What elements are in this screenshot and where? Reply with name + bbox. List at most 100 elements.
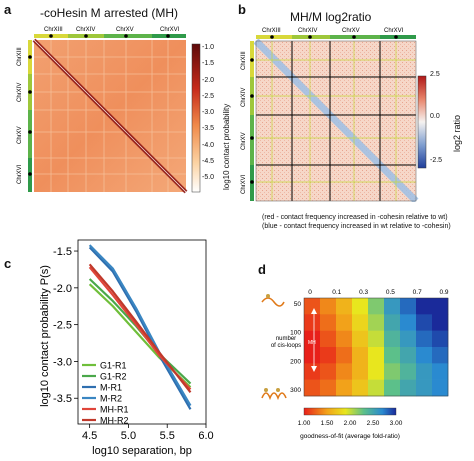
chr-label-a-2: ChrXIV [76,27,95,33]
colorbar-d-tick: 2.50 [367,420,380,427]
colorbar-d-tick: 1.50 [321,420,334,427]
colorbar-d-tick: 1.00 [298,420,311,427]
centromere-dot [28,130,32,134]
heatmap-cell [336,379,353,397]
heatmap-cell [320,379,337,397]
y-tick-label: -3.0 [53,356,72,368]
heatmap-cell [384,298,401,315]
centromere-dot [28,55,32,59]
colorbar-b-tick-bottom: -2.5 [430,157,443,164]
heatmap-cell [304,347,321,364]
chr-label-a-left-1: ChrXIII [17,47,23,66]
diagonal-blue [253,38,419,202]
y-tick-label: -2.5 [53,320,72,332]
series-line-mh-r2 [88,263,192,394]
panel-c-letter: c [4,256,12,271]
d-y-tick-label: 300 [290,387,301,394]
chr-label-b-left-1: ChrXIII [241,51,247,70]
heatmap-cell [336,298,353,315]
colorbar-b-label: log2 ratio [452,114,462,152]
x-axis-label: log10 separation, bp [92,445,192,457]
d-ylabel-line2: of cis-loops [271,343,301,349]
heatmap-cell [320,314,337,331]
series-line-m-r2 [88,244,192,407]
chr-label-a-left-3: ChrXV [17,126,23,144]
legend-label: M-R1 [100,383,122,393]
heatmap-cell [368,363,385,380]
chr-bar-xiii-top [256,35,292,39]
d-x-tick-label: 0 [308,289,312,296]
heatmap-cell [352,363,369,380]
d-x-tick-label: 0.1 [332,289,341,296]
heatmap-cell [320,363,337,380]
heatmap-cell [352,347,369,364]
loop-icon-top [266,294,270,298]
heatmap-cell [416,298,433,315]
heatmap-cell [384,379,401,397]
d-y-tick-label: 200 [290,358,301,365]
caption-red: (red - contact frequency increased in -c… [262,214,448,221]
heatmap-cell [400,330,417,348]
heatmap-cell [432,363,449,380]
d-ylabel-line1: number [276,336,296,342]
heatmap-cell [400,379,417,397]
chr-label-a-left-4: ChrXVI [17,164,23,184]
heatmap-cell [416,314,433,331]
centromere-dot [124,34,128,38]
panel-a-letter: a [4,2,12,17]
centromere-dot [49,34,53,38]
heatmap-cell [432,298,449,315]
chr-label-a-3: ChrXV [116,27,134,33]
heatmap-cell [400,347,417,364]
centromere-dot [308,35,312,39]
chr-label-b-1: ChrXIII [262,28,281,34]
panel-d-letter: d [258,262,266,277]
heatmap-cell [432,379,449,397]
x-tick-label: 5.0 [121,430,136,442]
panel-c-chart: 4.5 5.0 5.5 6.0 -1.5 -2.0 -2.5 -3.0 -3.5 G1-R1G1… [39,239,214,457]
chr-label-a-left-2: ChrXIV [17,83,23,102]
caption-blue: (blue - contact frequency increased in w… [262,223,451,230]
centromere-dot [250,136,254,140]
heatmap-cell [336,347,353,364]
chr-label-a-1: ChrXIII [44,27,63,33]
chr-label-b-left-2: ChrXIV [241,88,247,107]
colorbar-b [417,75,427,169]
heatmap-cell [384,363,401,380]
d-x-tick-label: 0.7 [413,289,422,296]
heatmap-cell [384,314,401,331]
chr-label-b-3: ChrXV [342,28,360,34]
series-line-m-r1 [88,246,192,410]
centromere-dot [166,34,170,38]
d-x-tick-label: 0.3 [359,289,368,296]
x-tick-label: 6.0 [198,430,213,442]
legend-label: MH-R2 [100,416,129,426]
heatmap-cell [336,314,353,331]
heatmap-cell [400,363,417,380]
heatmap-cell [416,347,433,364]
centromere-dot [28,172,32,176]
d-y-tick-label: 50 [294,301,302,308]
heatmap-cell [352,379,369,397]
colorbar-a-label: log10 contact probability [222,103,231,190]
loop-icon-bottom [264,388,268,392]
d-y-tick-label: 100 [290,330,301,337]
centromere-dot [28,90,32,94]
centromere-dot [394,35,398,39]
loop-icon-bottom [276,388,280,392]
loop-icon-top [261,297,285,307]
inner-label-mh: MH [308,340,316,346]
centromere-dot [270,35,274,39]
d-x-tick-label: 0.5 [386,289,395,296]
heatmap-cell [432,314,449,331]
loop-icon-bottom [261,392,287,401]
heatmap-cell [368,298,385,315]
heatmap-cell [352,330,369,348]
x-tick-label: 5.5 [160,430,175,442]
chr-label-b-left-4: ChrXVI [241,174,247,194]
chr-bar-xv-left [250,115,254,165]
chr-bar-xvi-top [380,35,416,39]
panel-b-title: MH/M log2ratio [290,10,372,24]
legend-label: G1-R2 [100,372,127,382]
heatmap-cell [320,330,337,348]
